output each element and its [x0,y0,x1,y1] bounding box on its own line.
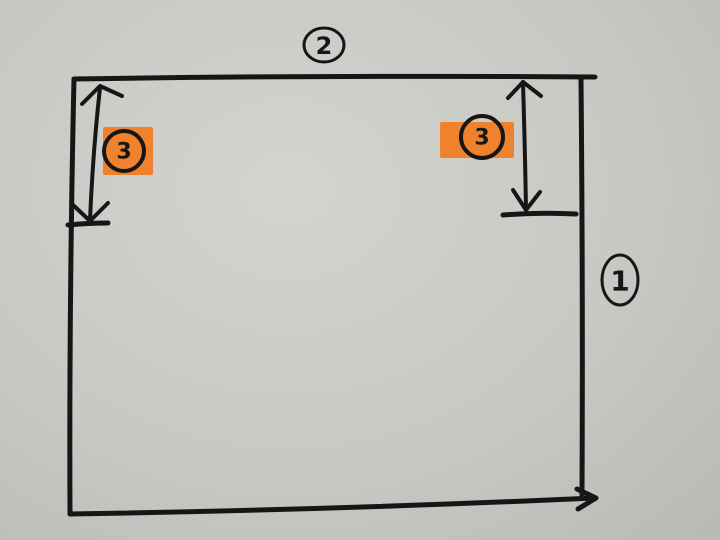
right-callout-circle [459,114,505,160]
right-dimension-arrow [500,80,579,218]
label-1-circle [600,253,640,307]
right-orange-highlight [440,122,514,158]
label-1-marker: 1 [600,253,640,307]
label-1-text: 1 [610,265,629,298]
left-edge-line [67,76,77,517]
right-callout-text: 3 [474,126,489,151]
left-callout-text: 3 [116,140,131,165]
left-callout-circle [102,129,146,173]
bottom-edge-line [67,495,597,517]
right-arrow-shaft [521,80,528,212]
left-tick-line [65,220,111,228]
left-arrow-shaft [88,86,102,222]
right-arrow-head-bottom [511,188,542,212]
label-2-marker: 2 [302,26,346,64]
top-edge-line [71,73,598,82]
label-2-text: 2 [316,32,333,60]
left-arrow-head-top [80,84,124,106]
left-callout-3: 3 [102,127,153,175]
corner-arrowhead [574,486,599,512]
left-dimension-arrow [65,84,124,228]
right-edge-line [578,76,585,498]
label-2-circle [302,26,346,64]
rectangle-frame [67,73,599,517]
right-callout-3: 3 [440,114,514,160]
right-arrow-head-top [506,80,543,100]
right-tick-line [500,210,579,218]
